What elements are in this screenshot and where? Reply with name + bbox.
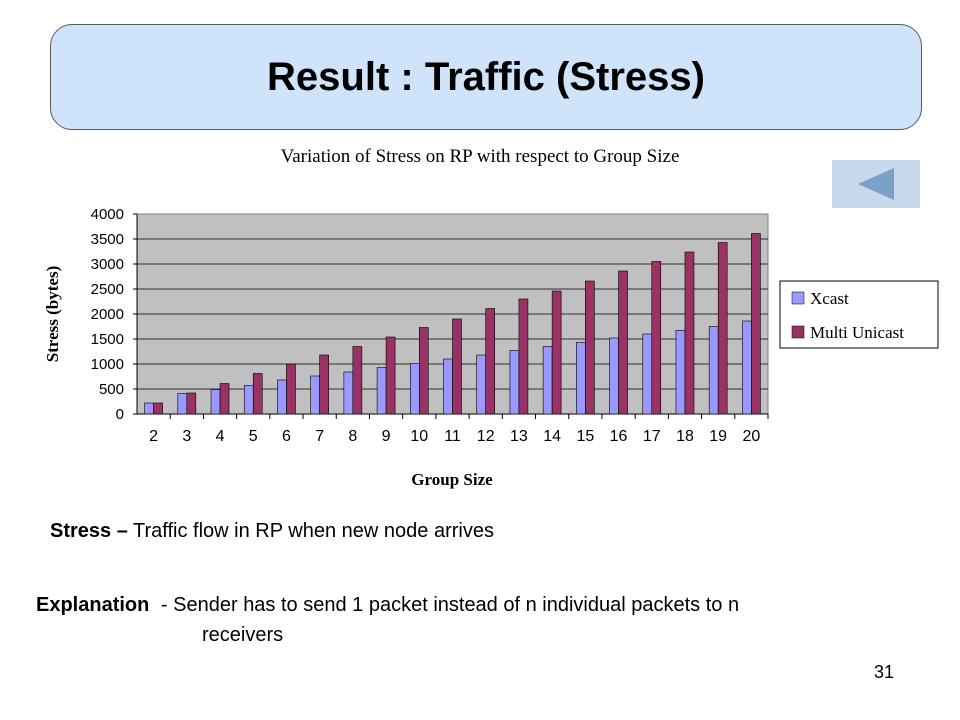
x-tick-label: 20 xyxy=(742,428,760,445)
bar-xcast xyxy=(443,358,453,415)
back-arrow-icon xyxy=(858,168,894,200)
explanation-continuation: receivers xyxy=(202,624,284,646)
definition-text: Traffic flow in RP when new node arrives xyxy=(133,520,494,542)
x-tick-label: 5 xyxy=(249,428,258,445)
title-banner: Result : Traffic (Stress) xyxy=(50,24,922,130)
legend-box xyxy=(779,280,939,349)
bar-multi-unicast xyxy=(485,308,496,415)
page-number: 31 xyxy=(874,662,895,682)
bar-xcast xyxy=(144,402,154,415)
legend-label-xcast: Xcast xyxy=(810,289,849,308)
y-tick-label: 4000 xyxy=(91,206,124,223)
y-tick-label: 0 xyxy=(116,406,124,423)
x-tick-label: 16 xyxy=(610,428,628,445)
bar-xcast xyxy=(542,346,553,415)
x-tick-label: 13 xyxy=(510,428,528,445)
bar-xcast xyxy=(675,330,686,415)
bar-xcast xyxy=(243,385,254,415)
x-axis-label: Group Size xyxy=(411,470,493,489)
x-tick-label: 4 xyxy=(216,428,225,445)
y-tick-label: 1000 xyxy=(91,356,124,373)
y-tick-label: 500 xyxy=(99,381,124,398)
explanation-line: Explanation - Sender has to send 1 packe… xyxy=(36,594,739,617)
bar-multi-unicast xyxy=(385,336,396,415)
bar-xcast xyxy=(409,363,420,415)
bar-xcast xyxy=(609,337,619,415)
x-tick-label: 11 xyxy=(444,428,461,445)
bar-xcast xyxy=(576,342,586,415)
bar-xcast xyxy=(476,354,487,415)
bar-multi-unicast xyxy=(219,383,230,415)
stress-chart: Variation of Stress on RP with respect t… xyxy=(43,146,939,489)
bar-xcast xyxy=(343,371,354,415)
bar-multi-unicast xyxy=(352,346,363,415)
x-tick-label: 10 xyxy=(410,428,428,445)
legend-swatch-multi-unicast xyxy=(791,325,805,339)
bar-multi-unicast xyxy=(319,354,329,415)
bar-multi-unicast xyxy=(651,261,662,415)
back-button[interactable] xyxy=(832,160,920,208)
definition-term: Stress – xyxy=(50,520,128,542)
bar-multi-unicast xyxy=(418,327,429,415)
x-tick-label: 2 xyxy=(149,428,158,445)
y-tick-label: 3000 xyxy=(91,256,124,273)
y-tick-label: 2000 xyxy=(91,306,124,323)
x-tick-label: 17 xyxy=(643,428,661,445)
bar-xcast xyxy=(277,379,287,415)
x-tick-label: 19 xyxy=(709,428,727,445)
x-tick-label: 18 xyxy=(676,428,694,445)
bar-xcast xyxy=(310,375,320,415)
explanation-text: - Sender has to send 1 packet instead of… xyxy=(160,594,740,616)
slide-title: Result : Traffic (Stress) xyxy=(267,54,705,99)
y-axis-label: Stress (bytes) xyxy=(43,266,62,362)
bar-multi-unicast xyxy=(452,318,462,415)
definition-line: Stress – Traffic flow in RP when new nod… xyxy=(50,520,494,543)
bar-multi-unicast xyxy=(153,402,163,415)
bar-xcast xyxy=(177,393,188,415)
x-tick-label: 8 xyxy=(348,428,357,445)
x-tick-label: 7 xyxy=(315,428,324,445)
chart-title: Variation of Stress on RP with respect t… xyxy=(281,146,680,167)
x-tick-label: 9 xyxy=(382,428,391,445)
bar-multi-unicast xyxy=(252,373,263,415)
bar-multi-unicast xyxy=(186,392,197,415)
bar-multi-unicast xyxy=(551,290,562,415)
x-tick-label: 12 xyxy=(477,428,495,445)
explanation-term: Explanation xyxy=(36,594,150,616)
y-tick-label: 1500 xyxy=(91,331,124,348)
x-tick-label: 6 xyxy=(282,428,291,445)
y-tick-label: 3500 xyxy=(91,231,124,248)
legend: Xcast Multi Unicast xyxy=(779,280,939,349)
x-tick-label: 14 xyxy=(543,428,561,445)
bar-multi-unicast xyxy=(717,242,728,415)
x-tick-label: 15 xyxy=(576,428,594,445)
bar-xcast xyxy=(509,350,520,415)
bar-multi-unicast xyxy=(684,251,695,415)
bar-xcast xyxy=(376,367,387,415)
bar-multi-unicast xyxy=(585,280,595,415)
bar-xcast xyxy=(210,389,221,415)
bar-multi-unicast xyxy=(286,363,296,415)
legend-label-multi-unicast: Multi Unicast xyxy=(810,323,904,342)
bar-xcast xyxy=(642,333,653,415)
bar-multi-unicast xyxy=(618,270,628,415)
bar-multi-unicast xyxy=(751,233,761,415)
bar-xcast xyxy=(742,320,752,415)
x-tick-label: 3 xyxy=(182,428,191,445)
bar-xcast xyxy=(708,326,719,415)
y-tick-label: 2500 xyxy=(91,281,124,298)
legend-swatch-xcast xyxy=(791,291,805,305)
bar-multi-unicast xyxy=(518,298,529,415)
